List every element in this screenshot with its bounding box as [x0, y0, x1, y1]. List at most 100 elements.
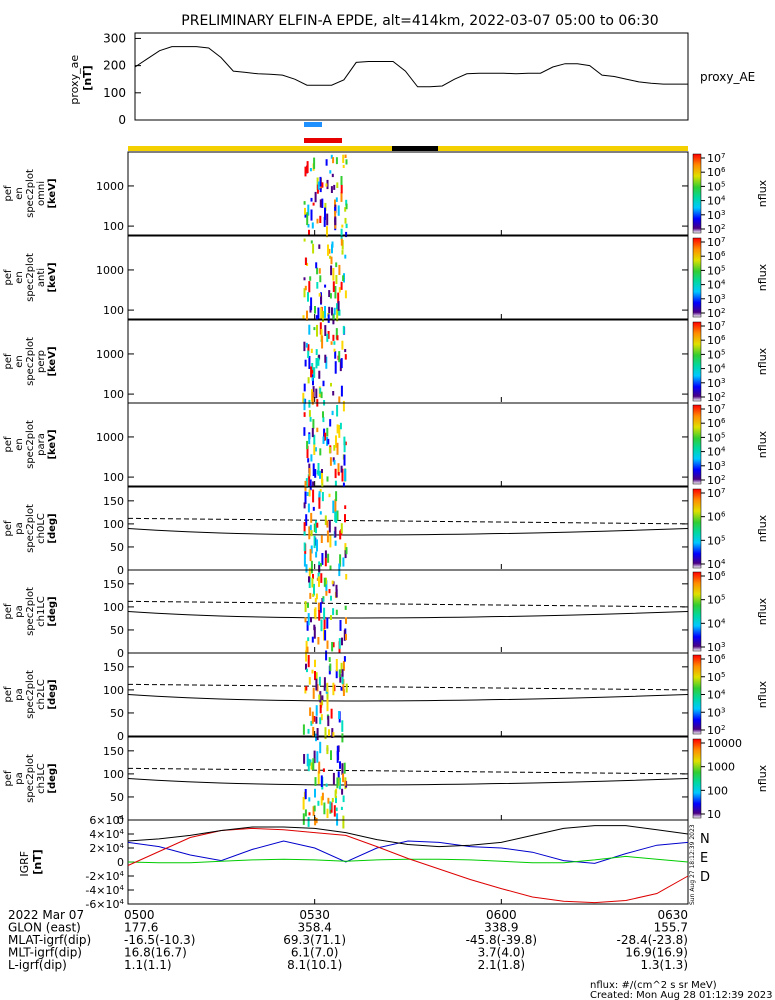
- spectrogram-cell: [334, 540, 337, 546]
- panel-ytick-label: 0: [117, 564, 124, 577]
- spectrogram-cell: [330, 256, 333, 265]
- spectrogram-cell: [315, 551, 318, 558]
- spectrogram-cells: [303, 405, 347, 491]
- spectrogram-cell: [321, 695, 324, 701]
- proxy-bar-blue: [304, 122, 322, 127]
- colorbar-tick-label: 107: [707, 152, 725, 165]
- colorbar-tick-label: 106: [707, 334, 726, 347]
- colorbar-label: nflux: [756, 597, 769, 625]
- colorbar-tick-label: 106: [707, 417, 726, 430]
- spectrogram-cell: [331, 797, 334, 803]
- spectrogram-cell: [329, 801, 332, 810]
- spectrogram-cell: [343, 656, 346, 662]
- spectrogram-cell: [315, 705, 318, 716]
- spectrogram-cell: [328, 520, 331, 533]
- spectrogram-cell: [318, 493, 321, 501]
- spectrogram-cell: [314, 191, 317, 203]
- spectrogram-cell: [326, 427, 329, 437]
- spectrogram-cell: [324, 207, 326, 220]
- spectrogram-cell: [317, 602, 320, 612]
- spectrogram-cell: [303, 412, 306, 417]
- spectrogram-cell: [325, 159, 328, 166]
- spectrogram-cell: [334, 790, 337, 798]
- colorbar-label: nflux: [756, 179, 769, 207]
- spectrogram-cell: [329, 419, 332, 427]
- table-row-label: GLON (east): [8, 921, 81, 935]
- colorbar: [692, 488, 702, 569]
- spectrogram-cell: [328, 589, 331, 594]
- spectrogram-cell: [337, 463, 340, 475]
- spectrogram-cell: [337, 301, 340, 311]
- spectrogram-cell: [326, 745, 329, 755]
- panel-ylabel-line: spec2plot: [25, 504, 36, 553]
- spectrogram-cell: [306, 753, 309, 767]
- spectrogram-cell: [320, 775, 323, 787]
- colorbar-tick-label: 107: [707, 487, 725, 500]
- spectrogram-cell: [322, 417, 325, 423]
- spectrogram-cell: [333, 805, 336, 817]
- panel-ylabel-line: spec2plot: [25, 670, 36, 719]
- spectrogram-cell: [342, 400, 345, 412]
- spectrogram-cell: [303, 502, 306, 509]
- colorbar-tick-label: 107: [707, 236, 725, 249]
- igrf-ytick-label: 0: [117, 856, 124, 869]
- proxy-ae-yticks: 0 100 200 300: [103, 31, 141, 127]
- igrf-ytick-label: -4×104: [85, 884, 124, 897]
- spectrogram-cell: [329, 535, 332, 548]
- spectrogram-cell: [339, 422, 342, 430]
- spectrogram-cell: [331, 410, 334, 416]
- spectrogram-cell: [330, 382, 332, 387]
- panel-ytick-label: 1000: [96, 180, 124, 193]
- spectrogram-cell: [312, 463, 315, 476]
- spectrogram-cell: [321, 335, 324, 349]
- spectrogram-cell: [322, 768, 325, 772]
- panel-ylabel: elapefpaspec2plotch3LC[deg]: [0, 754, 58, 803]
- spectrogram-cell: [314, 671, 316, 681]
- panel-ylabel-line: [deg]: [47, 679, 58, 709]
- spectrogram-cell: [304, 617, 307, 623]
- panel-ylabel-line: pa: [14, 605, 25, 617]
- spectrogram-cell: [303, 427, 306, 436]
- spectrogram-cell: [316, 267, 319, 275]
- colorbar-tick-label: 102: [707, 724, 725, 737]
- spectrogram-cell: [317, 307, 320, 319]
- spectrogram-cell: [338, 711, 341, 719]
- spectrogram-cell: [335, 589, 338, 598]
- spectrogram-cell: [333, 341, 336, 345]
- spectrogram-cell: [304, 809, 307, 817]
- colorbar-tick-label: 102: [707, 474, 725, 487]
- spectrogram-cell: [314, 817, 317, 826]
- spectrogram-cell: [341, 224, 344, 228]
- panel-ytick-label: 1000: [96, 264, 124, 277]
- footer-units: nflux: #/(cm^2 s sr MeV): [590, 980, 717, 991]
- spectrogram-cell: [331, 307, 333, 316]
- spectrogram-cell: [318, 293, 321, 297]
- spectrogram-cell: [316, 539, 318, 552]
- orbit-bar-black: [392, 146, 438, 151]
- spectrogram-cell: [341, 468, 344, 482]
- proxy-ae-ytick-label: 200: [103, 59, 126, 73]
- spectrogram-cell: [336, 309, 339, 322]
- spectrogram-cell: [320, 391, 323, 399]
- spectrogram-cell: [335, 435, 337, 448]
- spectrogram-cell: [341, 669, 344, 678]
- spectrogram-cell: [342, 773, 345, 783]
- panel-curve: [127, 611, 689, 619]
- spectrogram-cell: [302, 724, 305, 735]
- proxy-ae-ylabel-line: proxy_ae: [68, 55, 81, 105]
- spectrogram-cell: [332, 334, 335, 341]
- spectrogram-cell: [303, 542, 306, 552]
- spectrogram-cell: [321, 492, 324, 502]
- spectrogram-cell: [313, 805, 316, 812]
- panel-ylabel-line: perp: [36, 350, 47, 373]
- spectrogram-cell: [324, 432, 327, 441]
- spectrogram-cell: [307, 655, 310, 668]
- proxy-ae-legend: proxy_AE: [700, 70, 755, 84]
- spectrogram-cell: [336, 303, 338, 310]
- spectrogram-cell: [345, 231, 348, 238]
- spectrogram-cell: [318, 610, 321, 621]
- spectrogram-cell: [314, 598, 317, 603]
- spectrogram-cell: [312, 687, 315, 699]
- spectrogram-cell: [326, 520, 329, 528]
- colorbar: [692, 404, 702, 485]
